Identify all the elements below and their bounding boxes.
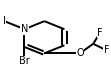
Text: O: O (76, 48, 84, 58)
Text: F: F (97, 28, 103, 38)
Text: F: F (104, 45, 109, 55)
Text: I: I (3, 16, 6, 26)
Text: Br: Br (19, 56, 30, 66)
Text: N: N (21, 24, 28, 34)
